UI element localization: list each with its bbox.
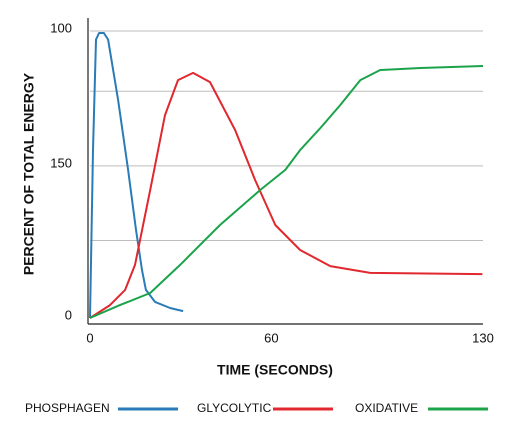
x-tick-label: 130 (472, 330, 494, 345)
x-tick-label: 0 (86, 330, 93, 345)
y-axis-title: PERCENT OF TOTAL ENERGY (21, 72, 37, 275)
x-tick-label: 60 (264, 330, 278, 345)
y-tick-label: 100 (50, 20, 72, 35)
line-series (89, 32, 184, 319)
y-tick-label: 0 (65, 307, 72, 322)
legend-label: PHOSPHAGEN (25, 401, 110, 415)
legend-label: GLYCOLYTIC (197, 401, 272, 415)
x-axis-title: TIME (SECONDS) (217, 362, 333, 378)
line-series (89, 71, 483, 319)
line-series (89, 65, 484, 319)
y-tick-label: 150 (50, 155, 72, 170)
legend-label: OXIDATIVE (355, 401, 418, 415)
